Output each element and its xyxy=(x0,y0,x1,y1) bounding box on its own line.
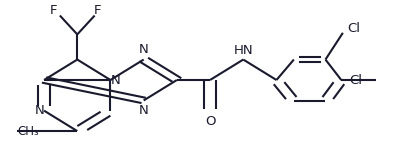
Text: CH₃: CH₃ xyxy=(17,125,39,138)
Text: Cl: Cl xyxy=(347,22,361,35)
Text: O: O xyxy=(205,115,215,128)
Text: Cl: Cl xyxy=(349,73,362,87)
Text: F: F xyxy=(50,4,57,16)
Text: F: F xyxy=(94,4,101,16)
Text: N: N xyxy=(34,104,44,117)
Text: N: N xyxy=(111,73,120,87)
Text: HN: HN xyxy=(234,44,253,57)
Text: N: N xyxy=(139,104,148,117)
Text: N: N xyxy=(139,43,148,56)
